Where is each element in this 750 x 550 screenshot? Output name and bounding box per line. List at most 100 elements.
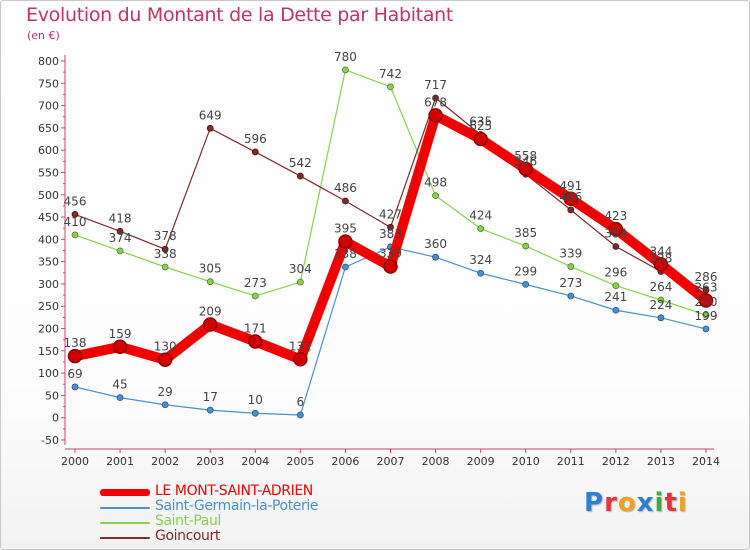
data-label: 344 xyxy=(649,244,672,258)
data-point xyxy=(296,172,304,180)
legend-swatch xyxy=(100,507,150,509)
x-tick-label: 2004 xyxy=(241,455,269,468)
data-point xyxy=(161,401,169,409)
data-point xyxy=(657,296,665,304)
data-point xyxy=(432,94,439,102)
data-point xyxy=(251,409,259,417)
data-point xyxy=(206,124,214,132)
data-point xyxy=(657,314,665,322)
data-label: 130 xyxy=(154,340,177,354)
y-tick-label: 300 xyxy=(38,278,59,291)
y-tick-label: 600 xyxy=(38,144,59,157)
data-label: 338 xyxy=(334,247,357,261)
data-label: 374 xyxy=(109,231,132,245)
x-tick-label: 2003 xyxy=(196,455,224,468)
data-label: 498 xyxy=(424,176,447,190)
legend-label: Saint-Paul xyxy=(155,513,221,529)
data-label: 69 xyxy=(67,367,82,381)
data-point xyxy=(473,131,488,147)
data-label: 418 xyxy=(109,211,132,225)
data-label: 546 xyxy=(514,154,537,168)
data-label: 264 xyxy=(649,280,672,294)
data-point xyxy=(342,66,349,74)
data-point xyxy=(612,282,620,290)
data-label: 304 xyxy=(289,262,312,276)
data-point xyxy=(522,242,530,250)
data-label: 17 xyxy=(203,390,218,404)
y-tick-label: 450 xyxy=(38,211,59,224)
chart-subtitle: (en €) xyxy=(27,29,60,42)
x-tick-label: 2008 xyxy=(422,455,450,468)
y-tick-label: 700 xyxy=(38,100,59,113)
data-point xyxy=(296,411,304,419)
data-label: 138 xyxy=(64,336,87,350)
legend-swatch xyxy=(100,537,150,539)
chart-axes: -50 0 50 100 150 200 250 300 350 400 450 500 550 600 6… xyxy=(38,55,720,468)
data-point xyxy=(296,278,304,286)
proxiti-logo: Proxiti xyxy=(584,488,688,518)
y-tick-label: 200 xyxy=(38,323,59,336)
x-tick-label: 2006 xyxy=(331,455,359,468)
data-label: 410 xyxy=(64,215,87,229)
data-point xyxy=(342,263,349,271)
data-point xyxy=(342,197,349,205)
data-point xyxy=(71,231,79,239)
data-point xyxy=(567,263,575,270)
data-label: 273 xyxy=(559,276,582,290)
legend-label: Saint-Germain-la-Poterie xyxy=(155,498,319,514)
x-tick-label: 2005 xyxy=(286,455,314,468)
data-label: 171 xyxy=(244,321,267,335)
data-label: 339 xyxy=(559,247,582,261)
x-tick-label: 2012 xyxy=(602,455,630,468)
data-label: 328 xyxy=(649,251,672,265)
data-point xyxy=(477,225,485,233)
data-label: 717 xyxy=(424,78,447,92)
data-label: 486 xyxy=(334,181,357,195)
data-point xyxy=(157,352,173,367)
data-point xyxy=(518,161,533,177)
x-tick-label: 2000 xyxy=(61,455,89,468)
data-label: 286 xyxy=(695,270,718,284)
data-label: 159 xyxy=(109,327,132,341)
data-point xyxy=(612,243,620,250)
data-point xyxy=(608,221,624,237)
data-point xyxy=(116,394,124,402)
data-point xyxy=(116,227,124,235)
data-point xyxy=(567,206,575,214)
data-point xyxy=(387,223,394,231)
legend-label: Goincourt xyxy=(155,528,220,544)
data-point xyxy=(161,263,169,271)
chart-title: Evolution du Montant de la Dette par Hab… xyxy=(26,4,454,26)
data-point xyxy=(206,406,214,414)
data-label: 383 xyxy=(379,227,402,241)
data-label: 10 xyxy=(248,393,263,407)
data-point xyxy=(67,348,83,364)
data-point xyxy=(387,83,394,91)
data-point xyxy=(248,334,263,349)
data-point xyxy=(71,210,79,218)
y-tick-label: 350 xyxy=(38,256,59,269)
data-point xyxy=(116,247,124,255)
data-point xyxy=(161,245,169,253)
y-tick-label: 750 xyxy=(38,77,59,90)
data-label: 263 xyxy=(695,280,718,294)
data-label: 385 xyxy=(514,226,537,240)
data-point xyxy=(432,192,439,200)
data-label: 427 xyxy=(379,207,402,221)
data-label: 360 xyxy=(424,237,447,251)
x-tick-label: 2010 xyxy=(512,455,540,468)
x-tick-label: 2013 xyxy=(647,455,675,468)
data-point xyxy=(653,257,669,272)
data-point xyxy=(698,293,714,308)
data-point xyxy=(71,383,79,391)
data-label: 384 xyxy=(604,226,627,240)
data-label: 423 xyxy=(604,209,627,223)
data-label: 45 xyxy=(112,378,127,392)
data-point xyxy=(432,253,439,261)
data-point xyxy=(567,292,575,300)
y-tick-label: 0 xyxy=(52,412,59,425)
data-label: 424 xyxy=(469,209,492,223)
data-point xyxy=(112,339,128,355)
data-label: 230 xyxy=(695,295,718,309)
